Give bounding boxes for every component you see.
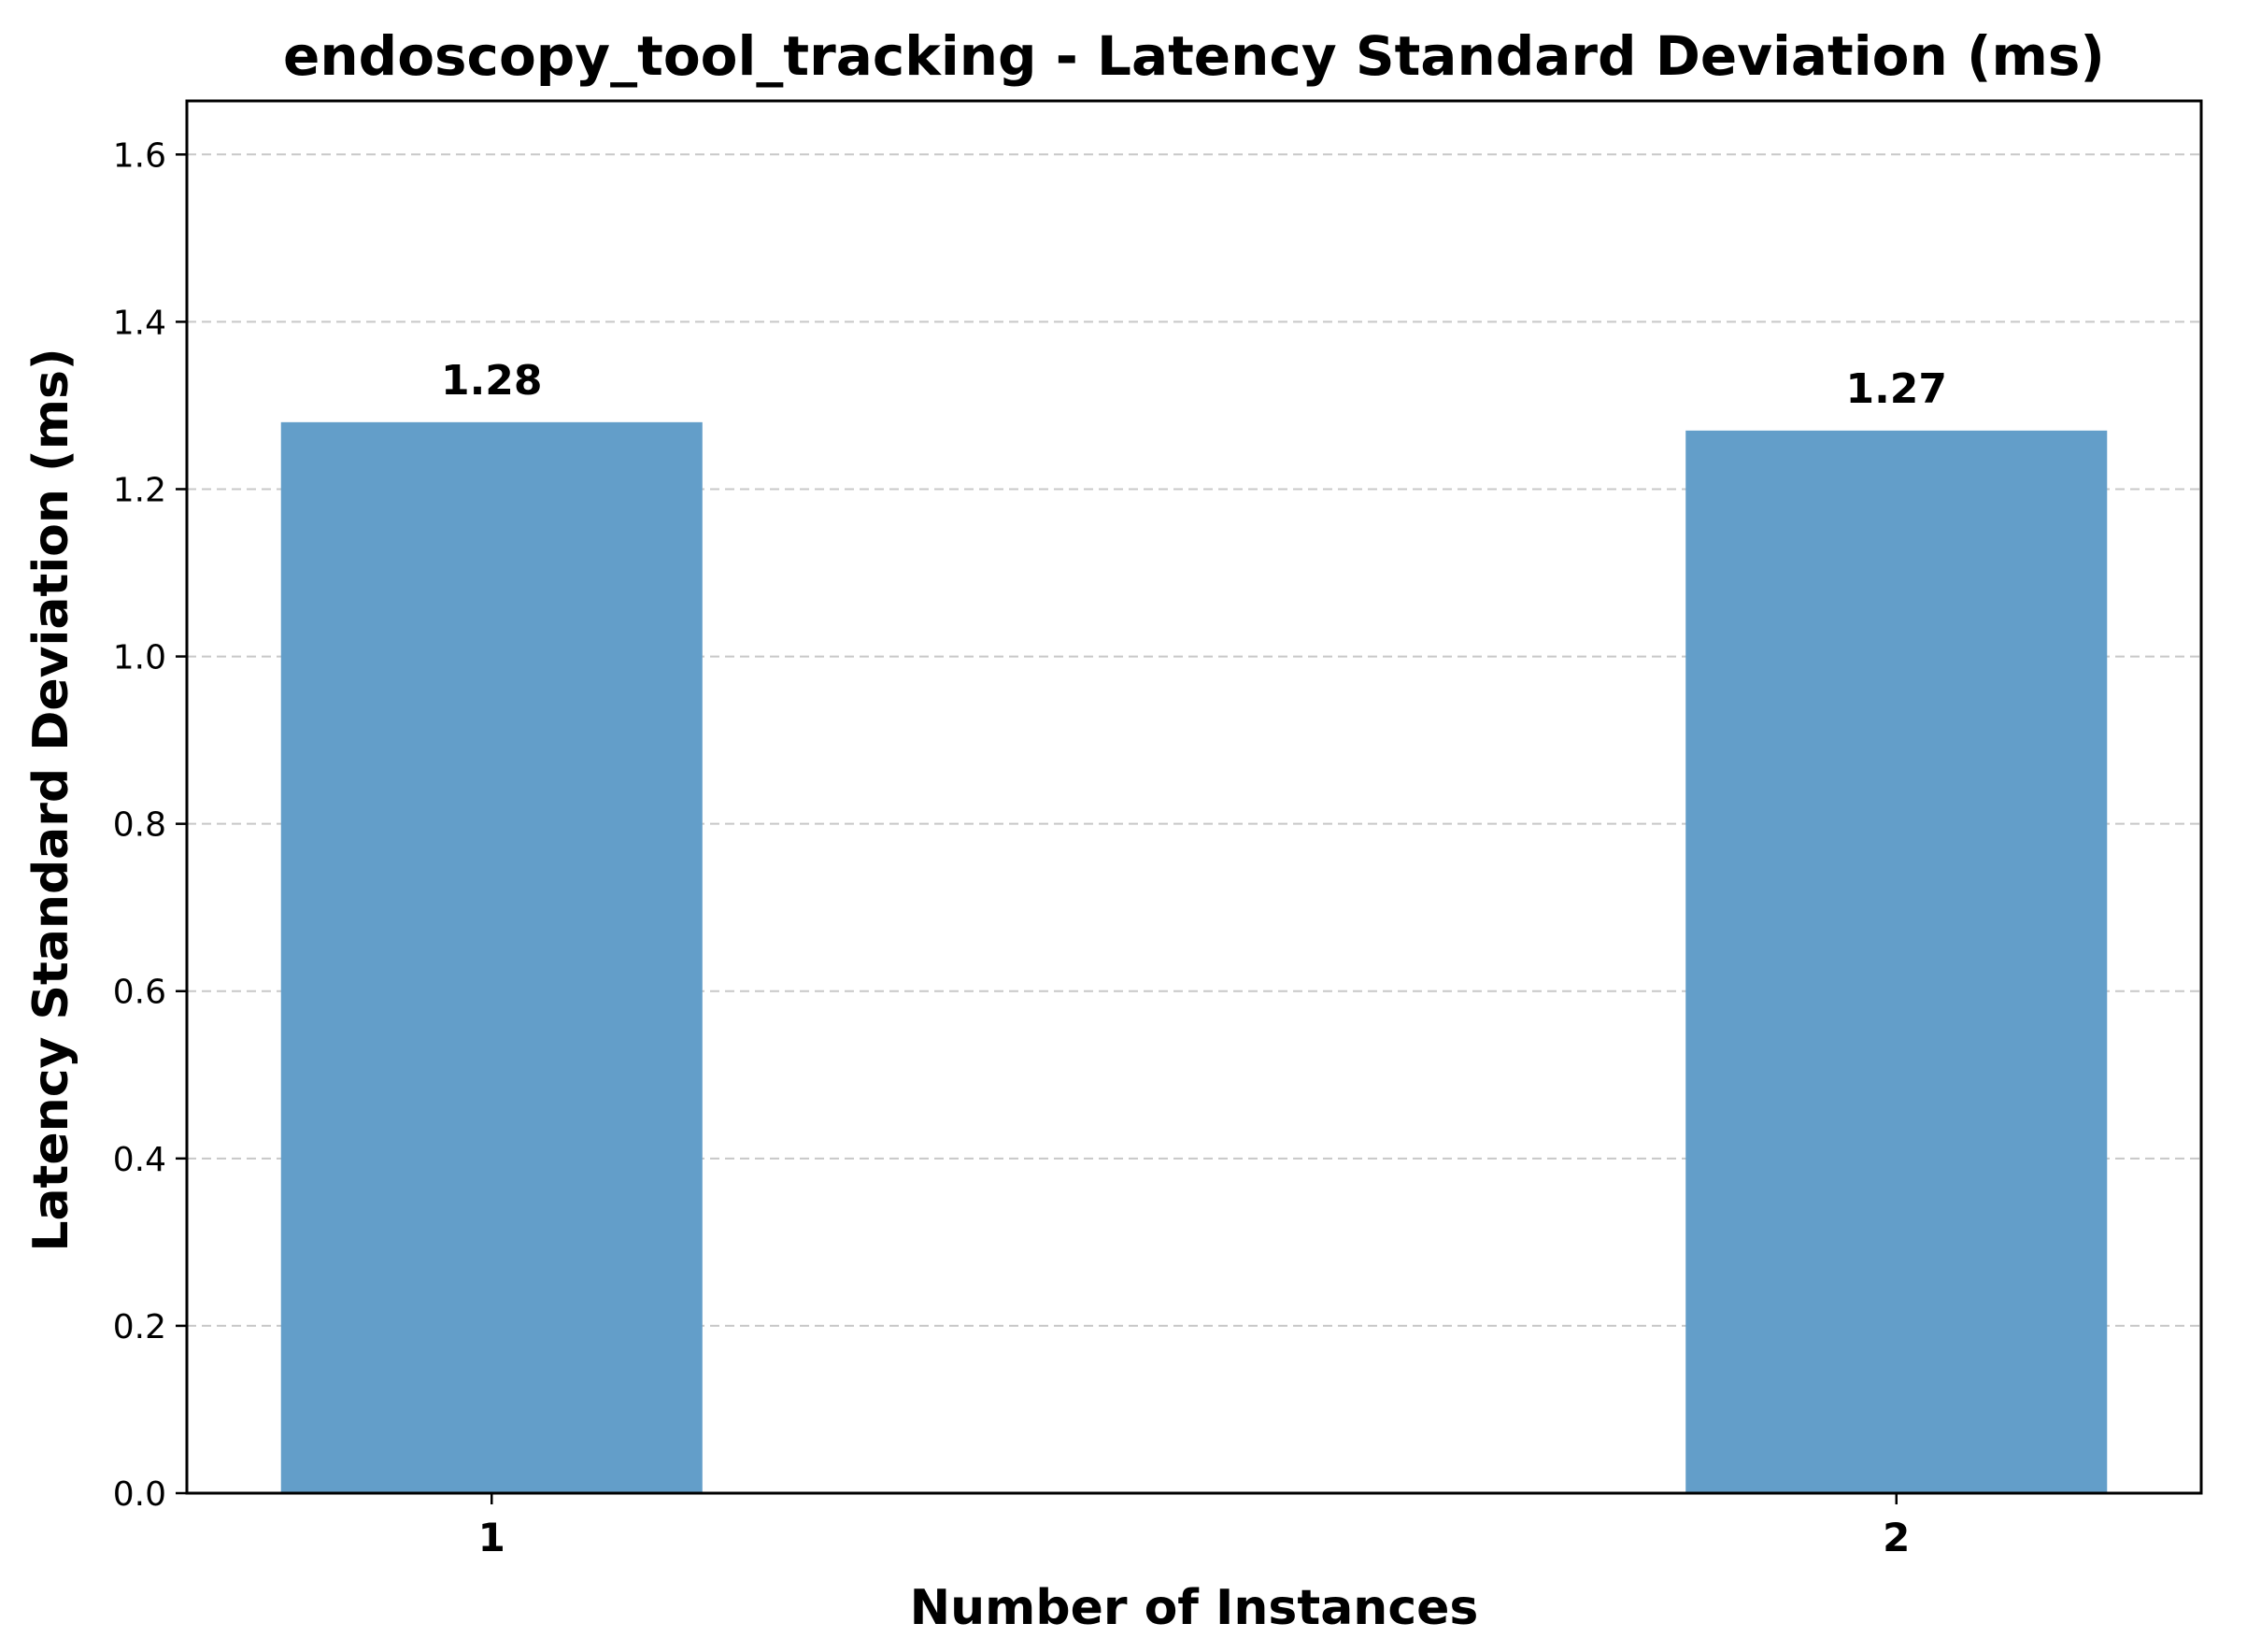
- data-label: 1.27: [1845, 365, 1947, 413]
- y-axis-ticks: 0.0 0.2 0.4 0.6 0.8 1.0 1.2 1.4 1.6: [113, 136, 187, 1514]
- y-axis-label: Latency Standard Deviation (ms): [23, 348, 79, 1251]
- y-tick-label: 0.8: [113, 806, 166, 845]
- y-tick-label: 1.0: [113, 639, 166, 677]
- y-tick-label: 0.2: [113, 1308, 166, 1346]
- y-tick-label: 1.6: [113, 136, 166, 175]
- x-axis-label: Number of Instances: [910, 1580, 1479, 1636]
- x-tick-label: 2: [1883, 1515, 1910, 1560]
- y-tick-label: 0.0: [113, 1475, 166, 1514]
- y-tick-label: 1.4: [113, 304, 166, 342]
- y-tick-label: 1.2: [113, 471, 166, 509]
- bar-1: [280, 421, 703, 1493]
- chart-title: endoscopy_tool_tracking - Latency Standa…: [283, 24, 2105, 88]
- value-labels: 1.28 1.27: [441, 357, 1947, 413]
- bars: [280, 421, 2108, 1493]
- y-tick-label: 0.4: [113, 1141, 166, 1179]
- bar-2: [1685, 430, 2108, 1493]
- y-tick-label: 0.6: [113, 974, 166, 1012]
- data-label: 1.28: [441, 357, 543, 405]
- x-tick-label: 1: [478, 1515, 505, 1560]
- plot-frame: [185, 99, 2203, 1495]
